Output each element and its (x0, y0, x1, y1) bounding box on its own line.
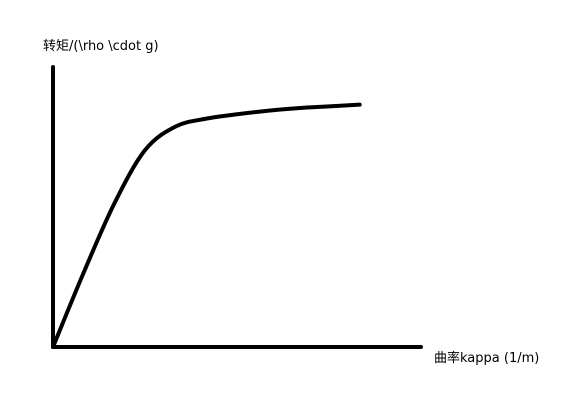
x-axis-label: 曲率kappa (1/m) (434, 350, 539, 366)
y-axis-label: 转矩/(\rho \cdot g) (43, 39, 159, 54)
axes (51, 65, 423, 349)
series-line-1 (51, 102, 362, 349)
series-layer (51, 102, 362, 349)
